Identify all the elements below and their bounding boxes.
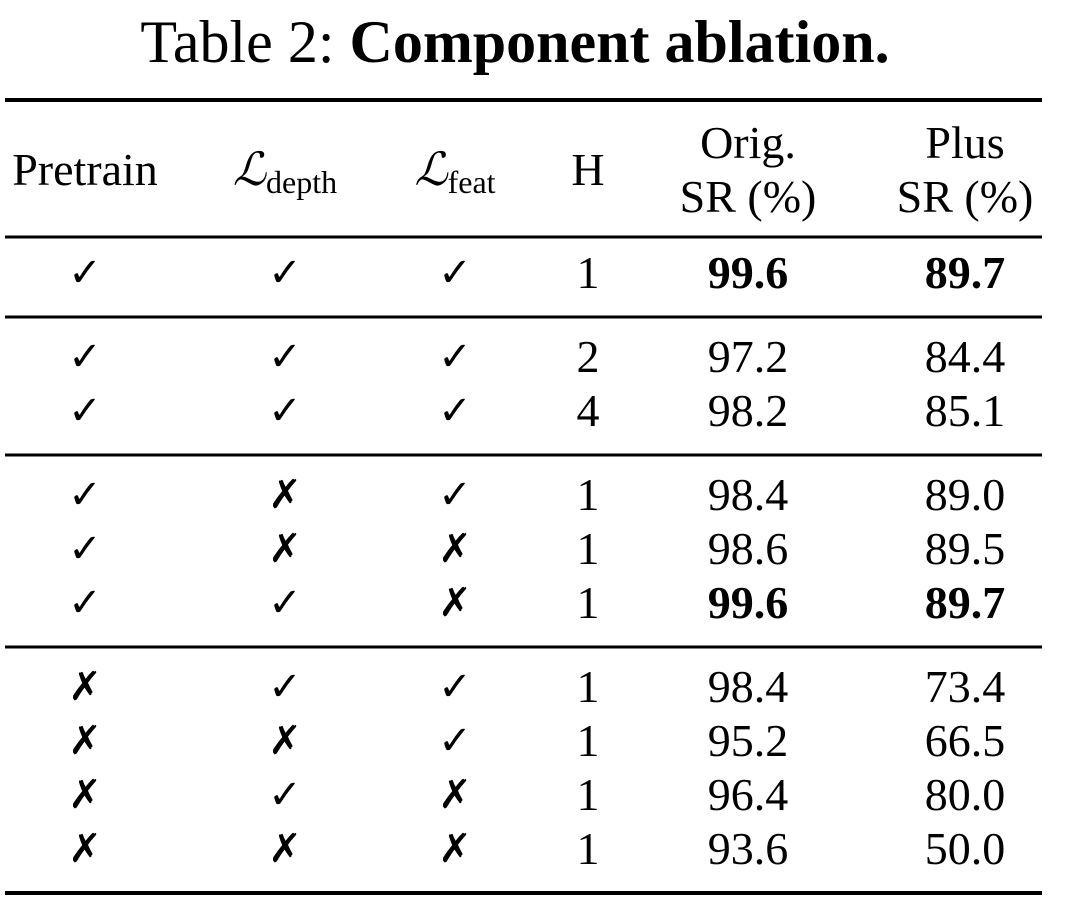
- column-header-line: SR (%): [680, 171, 817, 222]
- cell: 1: [577, 469, 600, 520]
- caption-label: Table 2:: [140, 9, 334, 75]
- check-mark: ✓: [268, 580, 302, 626]
- check-mark: ✓: [268, 388, 302, 434]
- cell: 1: [577, 247, 600, 298]
- column-header: H: [571, 144, 604, 195]
- cell: 95.2: [708, 715, 789, 766]
- column-header-line: Plus: [925, 117, 1004, 168]
- cell: 73.4: [925, 661, 1006, 712]
- cell: 99.6: [708, 247, 789, 298]
- check-mark: ✓: [438, 718, 472, 764]
- check-mark: ✓: [438, 664, 472, 710]
- loss-symbol: ℒ: [414, 144, 448, 195]
- column-header-line: Orig.: [700, 117, 796, 168]
- cell: 89.0: [925, 469, 1006, 520]
- cell: 1: [577, 661, 600, 712]
- cell: 89.7: [925, 247, 1006, 298]
- cross-mark: ✗: [68, 772, 102, 818]
- caption-title: Component ablation.: [349, 9, 889, 75]
- cross-mark: ✗: [268, 718, 302, 764]
- cross-mark: ✗: [68, 718, 102, 764]
- cell: 1: [577, 523, 600, 574]
- cross-mark: ✗: [438, 580, 472, 626]
- check-mark: ✓: [438, 250, 472, 296]
- cell: 1: [577, 715, 600, 766]
- cross-mark: ✗: [438, 772, 472, 818]
- cell: 98.4: [708, 661, 789, 712]
- cross-mark: ✗: [438, 526, 472, 572]
- check-mark: ✓: [438, 334, 472, 380]
- check-mark: ✓: [68, 334, 102, 380]
- cell: 85.1: [925, 385, 1006, 436]
- cell: 1: [577, 823, 600, 874]
- check-mark: ✓: [68, 472, 102, 518]
- cell: 66.5: [925, 715, 1006, 766]
- check-mark: ✓: [68, 388, 102, 434]
- cell: 50.0: [925, 823, 1006, 874]
- check-mark: ✓: [438, 388, 472, 434]
- cell: 1: [577, 769, 600, 820]
- cell: 89.7: [925, 577, 1006, 628]
- check-mark: ✓: [68, 580, 102, 626]
- check-mark: ✓: [68, 250, 102, 296]
- cross-mark: ✗: [438, 826, 472, 872]
- cell: 98.2: [708, 385, 789, 436]
- check-mark: ✓: [268, 334, 302, 380]
- loss-subscript: depth: [266, 164, 337, 200]
- cell: 97.2: [708, 331, 789, 382]
- column-header: ℒdepth: [233, 144, 337, 200]
- cross-mark: ✗: [68, 664, 102, 710]
- cell: 96.4: [708, 769, 789, 820]
- loss-subscript: feat: [448, 164, 496, 200]
- check-mark: ✓: [268, 772, 302, 818]
- cell: 98.6: [708, 523, 789, 574]
- cross-mark: ✗: [268, 472, 302, 518]
- cross-mark: ✗: [268, 826, 302, 872]
- cell: 1: [577, 577, 600, 628]
- cell: 4: [577, 385, 600, 436]
- cell: 98.4: [708, 469, 789, 520]
- cross-mark: ✗: [68, 826, 102, 872]
- cell: 84.4: [925, 331, 1006, 382]
- check-mark: ✓: [268, 250, 302, 296]
- cross-mark: ✗: [268, 526, 302, 572]
- check-mark: ✓: [68, 526, 102, 572]
- cell: 89.5: [925, 523, 1006, 574]
- check-mark: ✓: [268, 664, 302, 710]
- cell: 99.6: [708, 577, 789, 628]
- column-header-line: SR (%): [897, 171, 1034, 222]
- loss-symbol: ℒ: [233, 144, 267, 195]
- check-mark: ✓: [438, 472, 472, 518]
- column-header: Pretrain: [12, 144, 158, 195]
- cell: 80.0: [925, 769, 1006, 820]
- caption: Table 2: Component ablation.: [140, 9, 889, 75]
- cell: 2: [577, 331, 600, 382]
- column-header: ℒfeat: [414, 144, 495, 200]
- cell: 93.6: [708, 823, 789, 874]
